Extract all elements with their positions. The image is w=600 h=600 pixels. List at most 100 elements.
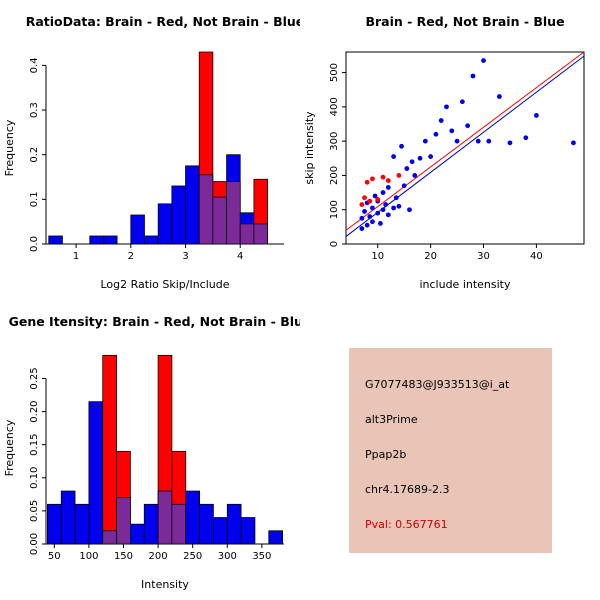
y-tick-label: 0.4 [29,57,40,73]
gene-name-text: Ppap2b [365,448,407,461]
y-tick-label: 300 [329,132,340,151]
x-tick-label: 250 [183,551,202,562]
data-point [359,215,365,221]
data-point [399,143,404,149]
data-point [370,219,375,225]
y-tick-label: 0.0 [29,236,40,252]
hist-bar [185,165,200,245]
scatter-xlabel: include intensity [419,278,511,291]
data-point [375,210,381,216]
hist-bar [157,490,173,545]
ratio-histogram-title: RatioData: Brain - Red, Not Brain - Blue [26,14,300,29]
data-point [444,104,449,110]
y-tick-label: 0.05 [29,500,40,522]
x-tick-label: 2 [128,251,134,262]
data-point [362,195,367,201]
x-tick-label: 350 [252,551,271,562]
data-point [385,178,391,183]
hist-bar [116,497,131,545]
data-point [385,212,391,218]
data-point [409,159,415,165]
data-point [364,179,370,185]
data-point [375,197,381,202]
data-point [496,94,502,99]
hist-bar [212,196,227,245]
data-point [393,195,399,201]
chromosome-location-text: chr4.17689-2.3 [365,483,450,496]
y-tick-label: 0.3 [29,102,40,118]
splice-event-text: alt3Prime [365,413,418,426]
data-point [481,58,486,63]
data-point [401,183,407,189]
x-tick-label: 20 [424,251,437,262]
y-tick-label: 0.10 [29,467,40,489]
data-point [438,118,444,123]
y-tick-label: 400 [329,97,340,116]
data-point [377,221,383,226]
fit-line-brain-fit [345,51,585,231]
y-tick-label: 0.00 [29,533,40,555]
y-tick-label: 0.1 [29,191,40,207]
x-tick-label: 30 [477,251,490,262]
y-tick-label: 100 [329,200,340,219]
data-point [465,123,471,129]
x-tick-label: 200 [149,551,168,562]
ratio-histogram-panel: RatioData: Brain - Red, Not Brain - Blue… [3,14,300,291]
data-point [367,198,373,204]
hist-bar [143,503,159,545]
ratio-histogram-ylabel: Frequency [3,119,16,176]
x-tick-label: 300 [218,551,237,562]
data-point [412,173,418,178]
data-point [459,99,465,105]
gene-histogram-plot: 50 100 150 200 250 300 350 0.00 0.05 0.10 0.15 0.20… [29,354,284,562]
data-point [359,202,365,207]
y-tick-label: 0.15 [29,434,40,456]
hist-bar [60,490,76,545]
data-point [417,155,423,161]
x-tick-label: 100 [79,551,98,562]
data-point [433,131,439,137]
x-tick-label: 10 [371,251,384,262]
x-tick-label: 1 [73,251,79,262]
gene-histogram-title: Gene Itensity: Brain - Red, Not Brain - … [9,314,300,329]
hist-bar [89,235,104,245]
y-tick-label: 0.2 [29,147,40,163]
data-point [391,205,396,211]
data-point [380,207,386,213]
hist-bar [103,235,118,245]
scatter-title: Brain - Red, Not Brain - Blue [365,14,564,29]
hist-bar [144,235,159,245]
gene-histogram-xlabel: Intensity [141,578,189,591]
y-tick-label: 0.20 [29,400,40,422]
data-point [383,202,389,207]
hist-bar [240,517,256,545]
y-tick-label: 0.25 [29,367,40,389]
y-tick-label: 200 [329,166,340,185]
pval-text: Pval: 0.567761 [365,518,448,531]
data-point [380,190,386,195]
data-point [396,173,402,178]
probe-id-text: G7077483@J933513@i_at [365,378,510,391]
hist-bar [171,185,186,245]
hist-bar [102,530,117,545]
hist-bar [171,503,187,545]
x-tick-label: 150 [114,551,133,562]
data-point [407,207,412,213]
y-tick-label: 0 [329,241,340,247]
data-point [364,222,370,228]
hist-bar [47,503,62,545]
data-point [449,128,455,134]
hist-bar [268,530,283,545]
scatter-ylabel: skip intensity [303,111,316,185]
info-panel: G7077483@J933513@i_at alt3Prime Ppap2b c… [349,348,552,553]
data-point [385,185,391,190]
hist-bar [213,517,228,545]
hist-bar [226,181,241,245]
plot-box [345,51,585,245]
hist-bar [253,223,268,245]
x-tick-label: 50 [48,551,61,562]
data-point [507,140,513,146]
data-point [571,140,576,146]
data-point [372,193,378,199]
